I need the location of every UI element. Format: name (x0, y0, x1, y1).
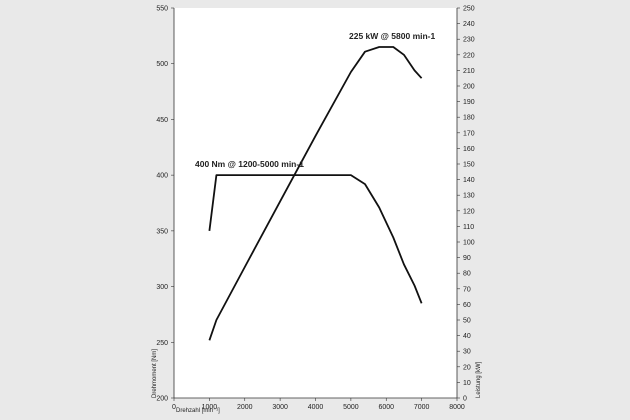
x-axis-title: Drehzahl [min⁻¹] (176, 408, 220, 414)
right-axis-ticks: 0 10 20 30 40 50 60 70 80 90 100 110 120 130 140 150 160… (457, 6, 475, 403)
x-axis-ticks: 0 1000 2000 3000 4000 5000 6000 7000 8000 (172, 398, 465, 411)
right-tick-label: 190 (463, 99, 475, 106)
right-tick-label: 250 (463, 6, 475, 13)
x-tick-label: 0 (172, 404, 176, 411)
annotation-power-peak: 225 kW @ 5800 min-1 (349, 31, 436, 41)
left-tick-label: 550 (156, 6, 168, 13)
right-tick-label: 70 (463, 286, 471, 293)
right-tick-label: 230 (463, 37, 475, 44)
right-tick-label: 170 (463, 130, 475, 137)
left-tick-label: 300 (156, 284, 168, 291)
right-tick-label: 140 (463, 177, 475, 184)
right-tick-label: 130 (463, 193, 475, 200)
annotation-torque-plateau: 400 Nm @ 1200-5000 min-1 (195, 159, 304, 169)
right-tick-label: 150 (463, 162, 475, 169)
right-tick-label: 100 (463, 240, 475, 247)
plot-background (174, 8, 457, 398)
x-tick-label: 2000 (237, 404, 253, 411)
right-tick-label: 90 (463, 255, 471, 262)
x-tick-label: 3000 (272, 404, 288, 411)
right-tick-label: 220 (463, 52, 475, 59)
left-axis-ticks: 200 250 300 350 400 450 500 550 (156, 6, 174, 403)
left-tick-label: 450 (156, 117, 168, 124)
right-tick-label: 120 (463, 208, 475, 215)
right-tick-label: 10 (463, 380, 471, 387)
right-tick-label: 20 (463, 364, 471, 371)
x-tick-label: 1000 (202, 404, 218, 411)
left-tick-label: 400 (156, 173, 168, 180)
x-tick-label: 5000 (343, 404, 359, 411)
y-axis-left-title: Drehmoment [Nm] (152, 349, 158, 398)
right-tick-label: 160 (463, 146, 475, 153)
x-tick-label: 8000 (449, 404, 465, 411)
power-curve (208, 46, 423, 341)
right-tick-label: 210 (463, 68, 475, 75)
series-layer (208, 46, 423, 341)
torque-curve (208, 174, 423, 304)
left-tick-label: 200 (156, 396, 168, 403)
x-tick-label: 4000 (308, 404, 324, 411)
x-tick-label: 7000 (414, 404, 430, 411)
right-tick-label: 240 (463, 21, 475, 28)
left-tick-label: 500 (156, 61, 168, 68)
right-tick-label: 50 (463, 318, 471, 325)
right-tick-label: 200 (463, 84, 475, 91)
right-tick-label: 180 (463, 115, 475, 122)
right-tick-label: 110 (463, 224, 474, 231)
left-tick-label: 350 (156, 228, 168, 235)
x-tick-label: 6000 (378, 404, 394, 411)
right-tick-label: 60 (463, 302, 471, 309)
y-axis-right-title: Leistung [kW] (476, 361, 482, 398)
right-tick-label: 30 (463, 349, 471, 356)
right-tick-label: 80 (463, 271, 471, 278)
right-tick-label: 40 (463, 333, 471, 340)
left-tick-label: 250 (156, 340, 168, 347)
right-tick-label: 0 (463, 396, 467, 403)
